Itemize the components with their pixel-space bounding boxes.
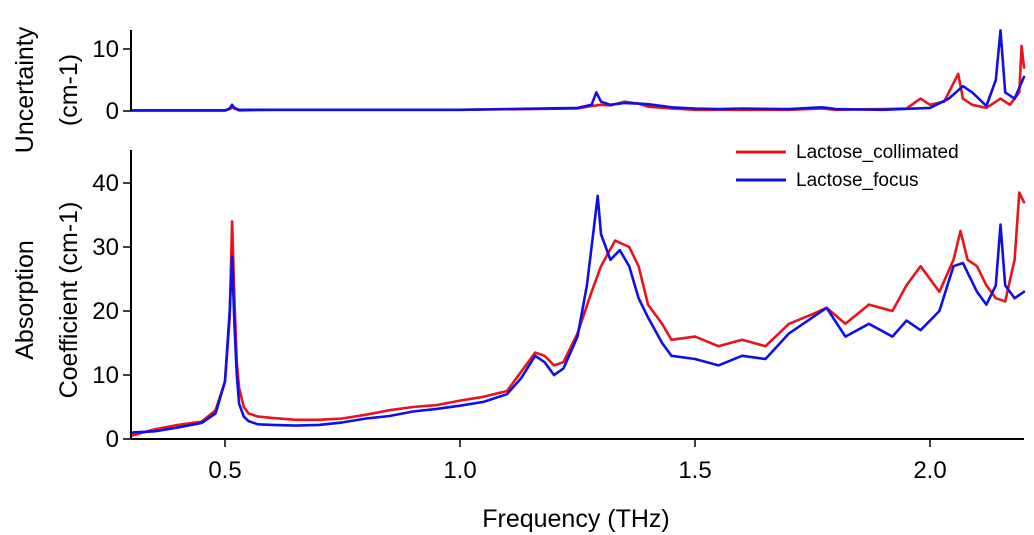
- absorption-line-focus: [129, 194, 1026, 434]
- absorption-y-tick-label: 40: [92, 170, 119, 197]
- absorption-y-tick-label: 30: [92, 234, 119, 261]
- absorption-series: [129, 191, 1026, 438]
- legend-label-focus: Lactose_focus: [796, 170, 919, 191]
- uncertainty-y-ticks: 0 10: [92, 36, 131, 125]
- legend-label-collimated: Lactose_collimated: [796, 142, 959, 163]
- absorption-y-tick-label: 20: [92, 298, 119, 325]
- x-tick-label: 0.5: [208, 457, 241, 484]
- uncertainty-line-collimated: [129, 44, 1026, 112]
- absorption-y-label-line2: Coefficient (cm-1): [55, 202, 83, 399]
- uncertainty-series: [129, 29, 1026, 112]
- x-tick-label: 2.0: [913, 457, 946, 484]
- absorption-y-ticks: 0 10 20 30 40: [92, 170, 131, 453]
- x-ticks: 0.5 1.0 1.5 2.0: [208, 439, 947, 484]
- uncertainty-y-label-line2: (cm-1): [55, 54, 83, 126]
- absorption-y-tick-label: 10: [92, 362, 119, 389]
- x-tick-label: 1.5: [678, 457, 711, 484]
- absorption-y-label-line1: Absorption: [11, 240, 39, 360]
- absorption-y-tick-label: 0: [106, 426, 119, 453]
- absorption-panel: 0 10 20 30 40 0.5 1.0 1.5 2.0 Absorption Coeffi…: [11, 142, 1026, 533]
- x-axis-label: Frequency (THz): [482, 505, 670, 533]
- uncertainty-y-label-line1: Uncertainty: [11, 26, 39, 153]
- uncertainty-y-tick-label: 10: [92, 36, 119, 63]
- legend: Lactose_collimated Lactose_focus: [736, 142, 959, 191]
- uncertainty-panel: 0 10 Uncertainty (cm-1): [11, 26, 1026, 153]
- uncertainty-line-focus: [129, 29, 1026, 112]
- uncertainty-y-tick-label: 0: [106, 98, 119, 125]
- absorption-line-collimated: [129, 191, 1026, 438]
- x-tick-label: 1.0: [443, 457, 476, 484]
